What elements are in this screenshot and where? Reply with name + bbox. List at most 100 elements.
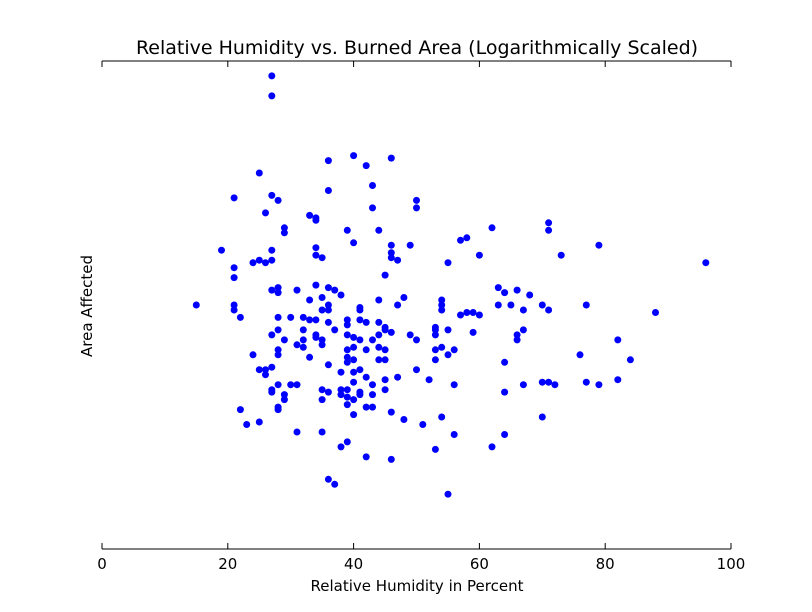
data-point bbox=[274, 289, 282, 297]
data-point bbox=[337, 391, 345, 399]
data-point bbox=[274, 346, 282, 354]
data-point bbox=[501, 358, 509, 366]
data-point bbox=[337, 386, 345, 394]
data-point bbox=[381, 271, 389, 279]
data-point bbox=[343, 401, 351, 409]
data-point bbox=[538, 301, 546, 309]
data-point bbox=[306, 296, 314, 304]
data-point bbox=[343, 353, 351, 361]
data-point bbox=[431, 346, 439, 354]
data-point bbox=[249, 351, 257, 359]
data-point bbox=[381, 326, 389, 334]
data-point bbox=[343, 316, 351, 324]
data-point bbox=[324, 306, 332, 314]
data-point bbox=[274, 313, 282, 321]
data-point bbox=[306, 316, 314, 324]
data-point bbox=[299, 336, 307, 344]
data-point bbox=[274, 381, 282, 389]
data-point bbox=[419, 421, 427, 428]
data-point bbox=[595, 381, 603, 389]
data-point bbox=[501, 289, 509, 297]
data-point bbox=[369, 381, 376, 389]
data-point bbox=[545, 378, 553, 386]
data-point bbox=[475, 251, 483, 259]
data-point bbox=[362, 403, 370, 411]
data-point bbox=[381, 386, 389, 394]
data-point bbox=[375, 356, 383, 364]
data-point bbox=[406, 331, 414, 339]
data-point bbox=[230, 301, 238, 309]
data-point bbox=[236, 313, 244, 321]
data-point bbox=[488, 443, 496, 451]
data-point bbox=[469, 309, 477, 316]
data-point bbox=[262, 371, 269, 379]
data-point bbox=[702, 259, 710, 267]
data-point bbox=[438, 343, 446, 351]
data-point bbox=[268, 92, 276, 100]
data-point bbox=[280, 396, 288, 404]
data-point bbox=[494, 284, 502, 292]
data-point bbox=[457, 311, 464, 319]
data-point bbox=[513, 336, 521, 344]
data-point bbox=[318, 386, 326, 394]
data-point bbox=[519, 306, 527, 314]
data-point bbox=[287, 381, 295, 389]
x-tick-label: 100 bbox=[717, 555, 746, 573]
data-point bbox=[526, 291, 534, 299]
data-point bbox=[312, 316, 320, 324]
data-point bbox=[343, 358, 351, 366]
data-point bbox=[375, 343, 383, 351]
data-point bbox=[230, 194, 238, 202]
data-point bbox=[375, 296, 383, 304]
data-point bbox=[350, 152, 358, 160]
data-point bbox=[350, 239, 358, 247]
data-point bbox=[513, 286, 521, 294]
data-point bbox=[268, 363, 276, 371]
data-point bbox=[513, 331, 521, 339]
data-point bbox=[350, 343, 358, 351]
data-point bbox=[444, 490, 452, 498]
data-point bbox=[337, 368, 345, 376]
data-point bbox=[387, 241, 395, 249]
data-point bbox=[280, 336, 288, 344]
data-point bbox=[312, 333, 320, 341]
data-point bbox=[318, 341, 326, 349]
data-point bbox=[387, 408, 395, 416]
data-point bbox=[343, 321, 351, 329]
data-point bbox=[350, 411, 358, 419]
data-point bbox=[394, 373, 402, 381]
data-point bbox=[306, 211, 314, 219]
data-point bbox=[551, 381, 559, 389]
data-point bbox=[236, 406, 244, 414]
data-point bbox=[350, 368, 358, 376]
data-point bbox=[387, 254, 395, 262]
data-point bbox=[287, 313, 295, 321]
data-point bbox=[538, 413, 546, 421]
data-point bbox=[431, 326, 439, 334]
data-point bbox=[362, 453, 370, 461]
data-point bbox=[324, 301, 332, 309]
data-point bbox=[324, 318, 332, 326]
data-point bbox=[249, 259, 257, 267]
data-point bbox=[218, 246, 225, 254]
data-point bbox=[369, 182, 376, 189]
data-point bbox=[394, 256, 402, 264]
data-point bbox=[369, 336, 376, 344]
data-point bbox=[507, 301, 515, 309]
data-point bbox=[356, 306, 364, 314]
data-point bbox=[324, 388, 332, 396]
x-tick-label: 80 bbox=[596, 555, 615, 573]
data-point bbox=[343, 346, 351, 354]
data-point bbox=[268, 388, 276, 396]
data-point bbox=[230, 274, 238, 282]
data-point bbox=[463, 309, 471, 316]
data-point bbox=[614, 336, 622, 344]
data-point bbox=[299, 313, 307, 321]
data-point bbox=[350, 396, 358, 404]
data-point bbox=[324, 187, 332, 194]
data-point bbox=[337, 291, 345, 299]
x-tick-label: 60 bbox=[470, 555, 489, 573]
data-point bbox=[375, 331, 383, 339]
data-point bbox=[413, 366, 420, 374]
